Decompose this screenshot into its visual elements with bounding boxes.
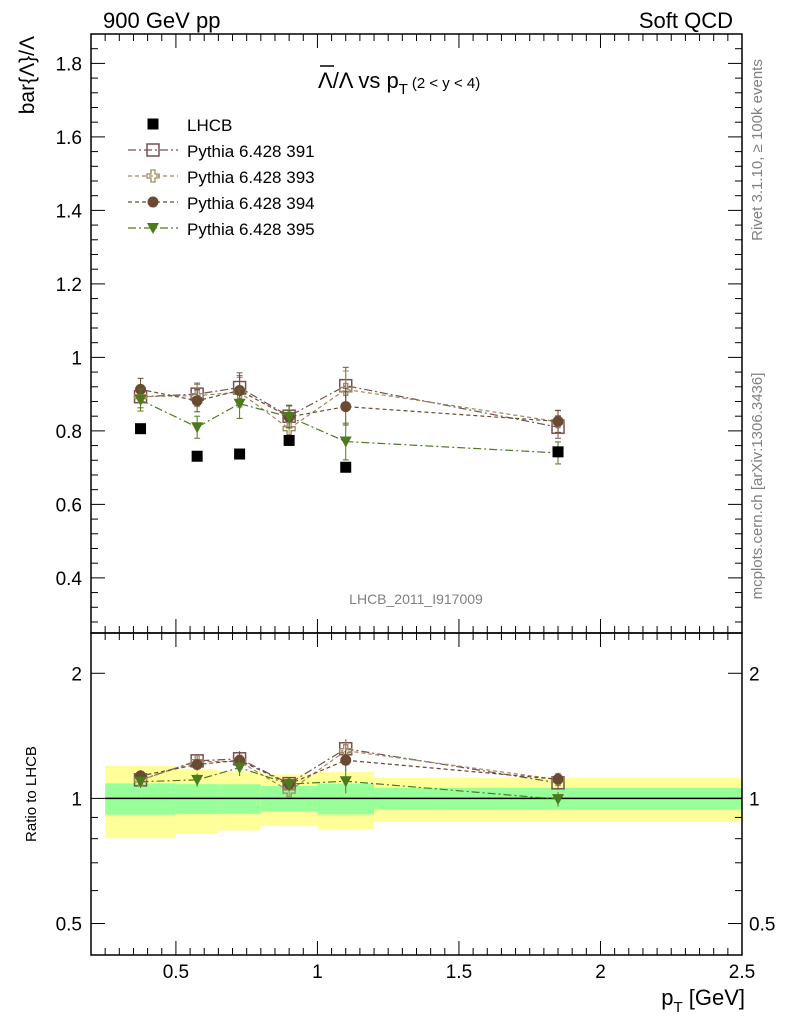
x-axis-label-sub: T [673,999,682,1016]
series-point [191,422,204,434]
data-point [283,434,295,446]
main-y-tick-label: 0.6 [56,495,82,516]
ratio-point [134,776,147,788]
data-point [552,446,564,458]
title-rapidity-range: (2 < y < 4) [408,75,481,92]
ratio-point [233,762,246,774]
x-axis-label: pT [GeV] [661,985,745,1016]
analysis-watermark: LHCB_2011_I917009 [349,591,483,607]
data-point [135,423,147,435]
data-point [191,450,203,462]
main-y-tick-label: 1.4 [56,201,83,222]
main-y-tick-label: 0.4 [56,569,83,590]
ratio-point [340,754,352,766]
legend-label: Pythia 6.428 395 [187,220,315,239]
legend-label-data: LHCB [187,116,232,135]
legend-marker [146,169,160,183]
ratio-y-tick-label: 0.5 [56,915,82,936]
ratio-series-line [140,748,559,785]
ratio-point [283,779,296,791]
main-panel-axes: 0.4 0.6 0.8 1 1.2 1.4 1.6 1.8 [56,33,743,634]
series-line [140,388,559,430]
legend-marker [146,143,160,157]
legend-marker [147,196,159,208]
x-axis-label-unit: [GeV] [683,985,745,1010]
x-tick-label: 0.5 [163,962,189,983]
legend-label: Pythia 6.428 393 [187,168,315,187]
x-tick-label: 1.5 [446,962,472,983]
legend-marker-data [147,118,159,130]
x-tick-label: 2.5 [729,962,755,983]
ratio-series-line [140,766,559,800]
series-point [191,395,203,407]
data-point [234,448,246,460]
legend-label: Pythia 6.428 394 [187,194,315,213]
ratio-y-tick-label: 2 [71,664,82,685]
main-y-axis-label: bar{Λ}/Λ [16,36,39,114]
ratio-y-tick-label-right: 1 [749,789,760,810]
x-axis-label-p: p [661,985,673,1010]
ratio-point [191,774,204,786]
ratio-point [552,773,564,785]
series-point [134,395,147,407]
ratio-point [339,776,352,788]
ratio-point [552,794,565,806]
main-y-tick-label: 1.6 [56,128,82,149]
series-line [140,385,559,428]
series-point [552,415,564,427]
ratio-y-tick-label-right: 2 [749,664,760,685]
series-line [140,399,559,454]
rivet-version-label: Rivet 3.1.10, ≥ 100k events [749,59,766,241]
series-point [283,411,296,423]
series-point [282,422,296,436]
series-point [339,382,353,397]
data-point [340,461,352,473]
main-y-tick-label: 1.2 [56,275,82,296]
x-tick-label: 1 [312,962,323,983]
ratio-series-line [140,759,559,785]
ratio-y-tick-label: 1 [71,789,82,810]
main-y-tick-label: 0.8 [56,422,82,443]
legend-marker [147,223,159,234]
ratio-y-tick-label-right: 0.5 [749,915,775,936]
source-label: mcplots.cern.ch [arXiv:1306.3436] [749,373,766,600]
series-point [233,398,246,410]
series-layer [133,366,565,807]
main-y-tick-label: 1.8 [56,54,82,75]
title-ratio: Λ/Λ [318,68,354,93]
process-label: Soft QCD [639,8,733,33]
legend-label: Pythia 6.428 391 [187,142,315,161]
title-text: Λ/Λ vs pT (2 < y < 4) [318,68,480,98]
x-tick-label: 2 [595,962,606,983]
ratio-series-line [140,750,559,792]
ratio-point [191,759,203,771]
plot-title: Λ/Λ vs pT (2 < y < 4) [318,65,480,98]
series-point [340,401,352,413]
series-line [140,388,559,422]
ratio-panel-axes: 0.5 1 1.5 2 2.5 0.5 0.5 1 1 2 2 [56,632,775,983]
legend: LHCB Pythia 6.428 391 Pythia 6.428 393 Pyth… [128,116,315,239]
ratio-y-axis-label: Ratio to LHCB [23,746,40,842]
series-point [339,436,352,448]
title-vs: vs p [352,68,398,93]
series-point [133,390,148,404]
collision-energy-label: 900 GeV pp [103,8,220,33]
title-subscript: T [399,81,408,98]
main-y-tick-label: 1 [71,348,82,369]
